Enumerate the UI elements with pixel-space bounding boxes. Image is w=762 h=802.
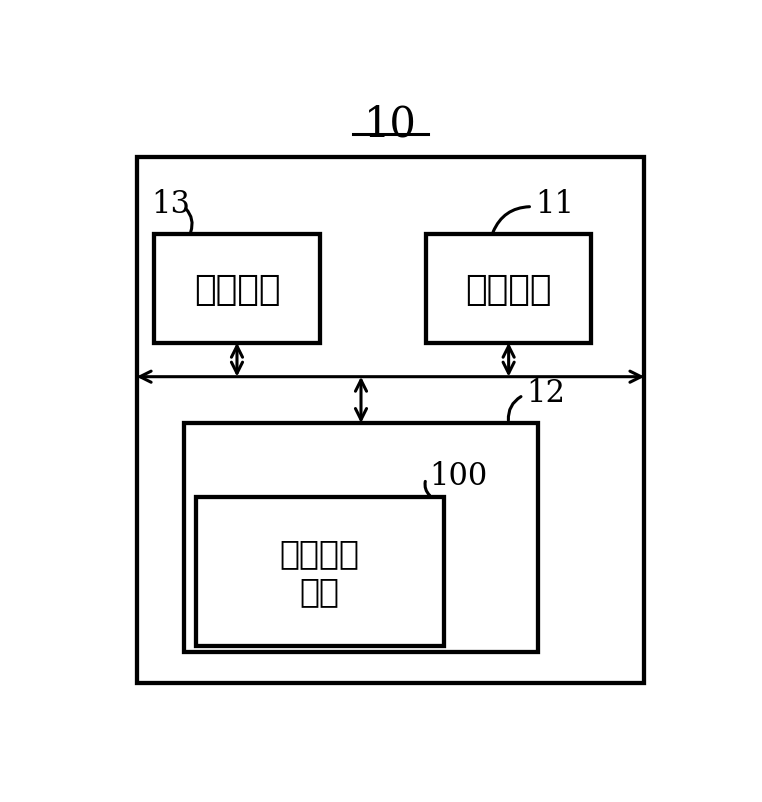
Text: 13: 13 (152, 188, 190, 220)
Bar (196, 497, 443, 646)
FancyArrowPatch shape (493, 208, 530, 233)
FancyArrowPatch shape (425, 482, 430, 496)
Text: 通信模块: 通信模块 (194, 272, 280, 306)
FancyArrowPatch shape (186, 209, 192, 233)
Text: 12: 12 (527, 377, 565, 408)
Bar (426, 235, 591, 343)
Bar (136, 158, 645, 683)
Text: 100: 100 (429, 460, 487, 492)
Bar (154, 235, 320, 343)
Bar (184, 423, 538, 652)
Text: 11: 11 (535, 188, 575, 220)
Text: 10: 10 (364, 103, 417, 145)
Text: 存储模块: 存储模块 (318, 520, 405, 555)
FancyArrowPatch shape (508, 397, 521, 421)
Text: 处理模块: 处理模块 (466, 272, 552, 306)
Text: 网络检测
装置: 网络检测 装置 (280, 537, 360, 607)
